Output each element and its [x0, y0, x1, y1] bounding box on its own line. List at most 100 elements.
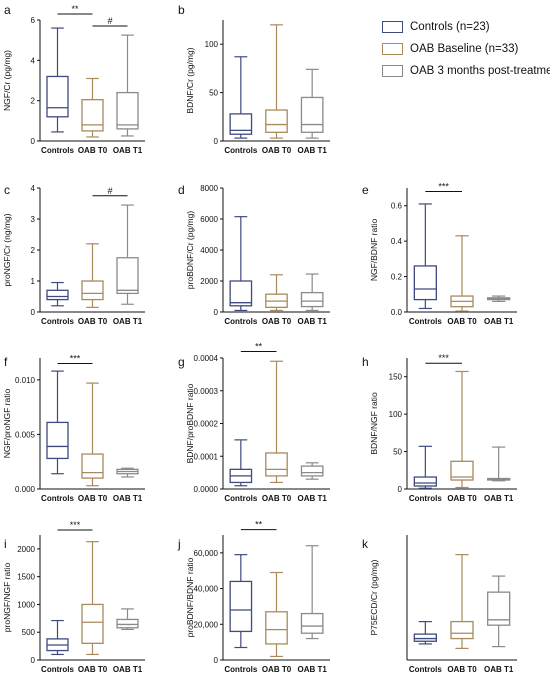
- y-axis-label: proNGF/Cr (ng/mg): [2, 213, 12, 286]
- panel-letter: i: [4, 537, 7, 551]
- y-tick-label: 40,000: [194, 585, 219, 594]
- legend-label-controls: Controls (n=23): [410, 21, 490, 33]
- significance-label: ***: [70, 520, 81, 530]
- y-tick-label: 0: [214, 137, 219, 146]
- box: [81, 603, 104, 644]
- y-tick-label: 6000: [200, 215, 218, 224]
- y-tick-label: 0.010: [15, 376, 36, 385]
- category-label: OAB T0: [78, 317, 108, 326]
- y-tick-label: 0.0000: [194, 485, 219, 494]
- category-label: OAB T0: [447, 494, 477, 503]
- category-label: OAB T1: [113, 317, 143, 326]
- panel-c: c 0 1 2 3 4 proNGF/Cr (ng/mg) Controls OAB T0 OAB…: [2, 183, 145, 326]
- y-axis-label: proBDNF/Cr (pg/mg): [185, 211, 195, 290]
- y-tick-label: 8000: [200, 184, 218, 193]
- category-label: OAB T1: [297, 146, 327, 155]
- box: [265, 452, 288, 477]
- box: [300, 96, 324, 133]
- box: [46, 75, 69, 118]
- category-label: OAB T0: [78, 665, 108, 674]
- category-label: Controls: [41, 494, 74, 503]
- category-label: Controls: [224, 494, 257, 503]
- y-tick-label: 0.0001: [194, 452, 219, 461]
- y-axis-label: NGF/Cr (pg/mg): [2, 50, 12, 111]
- significance-label: ***: [70, 353, 81, 363]
- panel-h: h 0 50 100 150 BDNF/NGF ratio Controls OAB T0 OA…: [362, 353, 517, 503]
- category-label: OAB T1: [297, 494, 327, 503]
- box: [300, 465, 324, 477]
- y-axis-label: BDNF/Cr (pg/mg): [185, 47, 195, 113]
- panel-d: d 0 2000 4000 6000 8000 proBDNF/Cr (pg/mg) Cont…: [178, 183, 330, 326]
- y-tick-label: 0: [31, 656, 36, 665]
- y-axis-label: NGF/proNGF ratio: [2, 389, 12, 459]
- y-tick-label: 2: [31, 97, 36, 106]
- legend-label-oab-post: OAB 3 months post-treatment: [410, 65, 550, 77]
- legend-swatch-oab-post: [382, 65, 403, 77]
- box: [116, 257, 139, 295]
- box: [229, 580, 253, 633]
- panel-i: i 0 500 1000 1500 2000 proNGF/NGF ratio Control…: [2, 520, 145, 674]
- category-label: OAB T0: [78, 146, 108, 155]
- panel-letter: j: [177, 537, 181, 551]
- category-label: OAB T1: [484, 665, 514, 674]
- box: [81, 99, 104, 132]
- panel-letter: f: [4, 355, 8, 369]
- box: [116, 91, 139, 130]
- category-label: OAB T1: [484, 494, 514, 503]
- y-tick-label: 0.0003: [194, 387, 219, 396]
- box: [265, 611, 288, 645]
- category-label: OAB T0: [262, 146, 292, 155]
- significance-label: ***: [438, 182, 449, 192]
- box: [300, 612, 324, 634]
- panel-e: e 0.0 0.2 0.4 0.6 NGF/BDNF ratio Controls OAB T…: [362, 182, 517, 326]
- box: [413, 265, 437, 301]
- y-tick-label: 0.000: [15, 485, 36, 494]
- category-label: OAB T1: [297, 665, 327, 674]
- panel-letter: c: [4, 183, 10, 197]
- category-label: OAB T1: [113, 494, 143, 503]
- legend: Controls (n=23) OAB Baseline (n=33) OAB …: [382, 16, 550, 82]
- y-tick-label: 0.2: [391, 273, 403, 282]
- panel-letter: h: [362, 355, 369, 369]
- box: [229, 113, 253, 135]
- y-tick-label: 2: [31, 246, 36, 255]
- category-label: OAB T0: [262, 665, 292, 674]
- y-tick-label: 0.0: [391, 308, 403, 317]
- y-tick-label: 60,000: [194, 549, 219, 558]
- significance-label: **: [71, 4, 79, 14]
- category-label: Controls: [41, 665, 74, 674]
- category-label: Controls: [409, 317, 442, 326]
- y-tick-label: 0.6: [391, 202, 403, 211]
- category-label: OAB T0: [447, 665, 477, 674]
- y-axis-label: BDNF/NGF ratio: [369, 392, 379, 455]
- y-tick-label: 0.0004: [194, 354, 219, 363]
- y-axis-label: proBDNF/BDNF ratio: [185, 557, 195, 637]
- y-tick-label: 100: [389, 410, 403, 419]
- y-axis-label: P75ECD/Cr (pg/mg): [369, 559, 379, 635]
- y-tick-label: 6: [31, 16, 36, 25]
- box: [300, 291, 324, 308]
- panel-letter: b: [178, 3, 185, 17]
- legend-item-controls: Controls (n=23): [382, 16, 550, 38]
- y-tick-label: 0: [214, 656, 219, 665]
- legend-label-oab-baseline: OAB Baseline (n=33): [410, 43, 519, 55]
- panel-letter: g: [178, 355, 185, 369]
- box: [413, 633, 437, 642]
- category-label: OAB T1: [113, 146, 143, 155]
- legend-item-oab-post: OAB 3 months post-treatment: [382, 60, 550, 82]
- y-tick-label: 2000: [17, 545, 35, 554]
- category-label: OAB T1: [297, 317, 327, 326]
- y-tick-label: 150: [389, 373, 403, 382]
- y-axis-label: proNGF/NGF ratio: [2, 563, 12, 633]
- category-label: Controls: [224, 665, 257, 674]
- y-tick-label: 4000: [200, 246, 218, 255]
- y-tick-label: 1500: [17, 573, 35, 582]
- significance-label: **: [255, 520, 263, 530]
- y-tick-label: 2000: [200, 277, 218, 286]
- panel-letter: e: [362, 183, 369, 197]
- box: [229, 280, 253, 307]
- significance-label: ***: [438, 353, 449, 363]
